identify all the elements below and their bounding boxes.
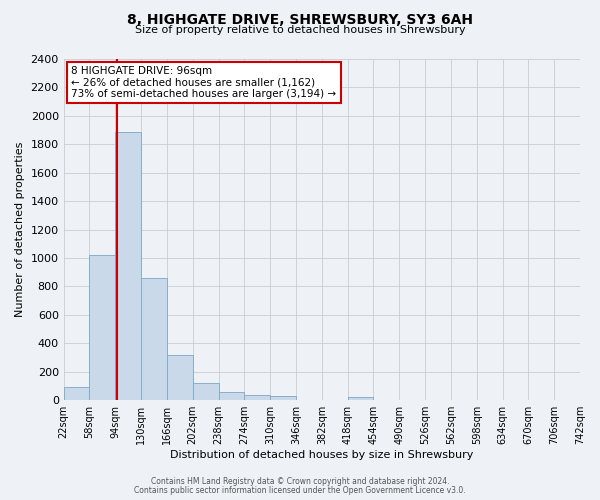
Bar xyxy=(193,383,218,400)
Text: 8 HIGHGATE DRIVE: 96sqm
← 26% of detached houses are smaller (1,162)
73% of semi: 8 HIGHGATE DRIVE: 96sqm ← 26% of detache… xyxy=(71,66,337,99)
Y-axis label: Number of detached properties: Number of detached properties xyxy=(15,142,25,318)
Bar xyxy=(141,278,167,400)
X-axis label: Distribution of detached houses by size in Shrewsbury: Distribution of detached houses by size … xyxy=(170,450,473,460)
Text: 8, HIGHGATE DRIVE, SHREWSBURY, SY3 6AH: 8, HIGHGATE DRIVE, SHREWSBURY, SY3 6AH xyxy=(127,12,473,26)
Text: Contains public sector information licensed under the Open Government Licence v3: Contains public sector information licen… xyxy=(134,486,466,495)
Bar xyxy=(218,392,244,400)
Bar xyxy=(347,396,373,400)
Bar xyxy=(167,354,193,400)
Bar xyxy=(89,255,115,400)
Bar xyxy=(64,388,89,400)
Bar xyxy=(244,394,270,400)
Text: Contains HM Land Registry data © Crown copyright and database right 2024.: Contains HM Land Registry data © Crown c… xyxy=(151,477,449,486)
Text: Size of property relative to detached houses in Shrewsbury: Size of property relative to detached ho… xyxy=(134,25,466,35)
Bar xyxy=(115,132,141,400)
Bar xyxy=(270,396,296,400)
